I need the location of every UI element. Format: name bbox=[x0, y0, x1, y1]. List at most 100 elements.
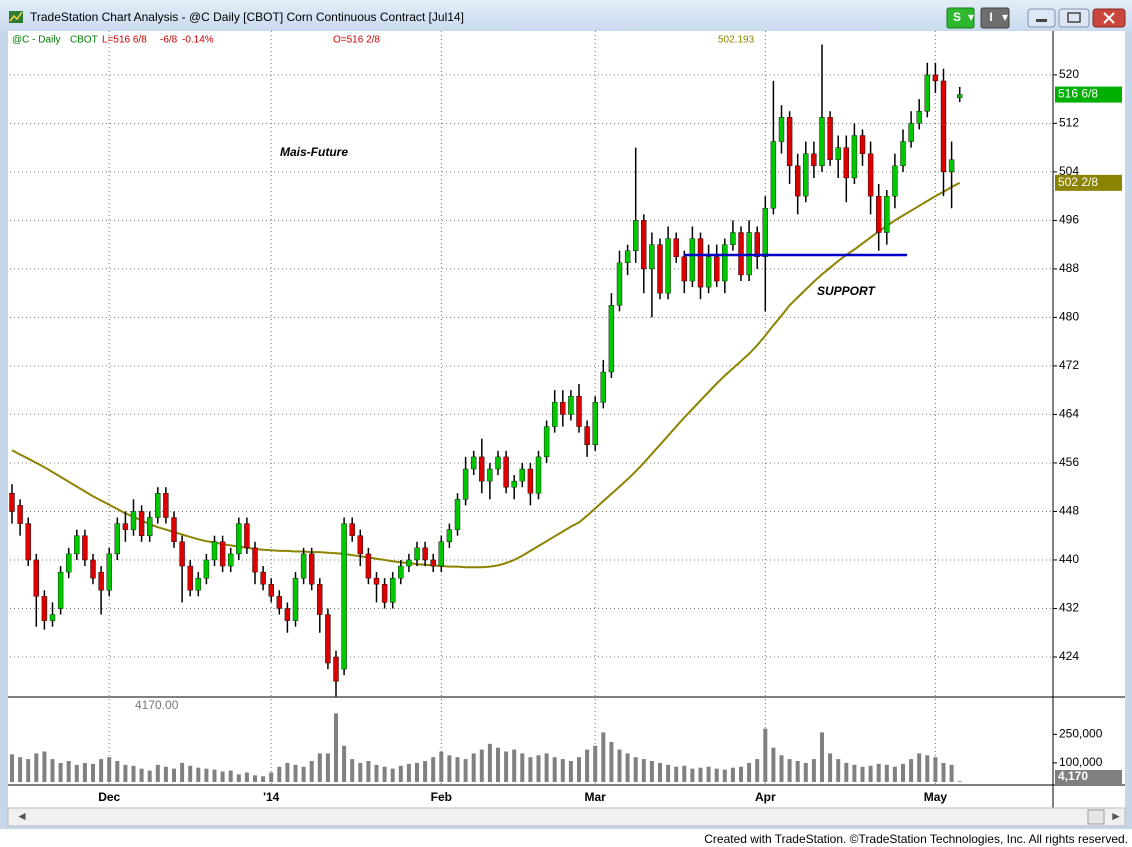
volume-bar bbox=[50, 759, 55, 782]
candle-body bbox=[859, 135, 866, 154]
candle-body bbox=[155, 493, 161, 518]
volume-bar bbox=[390, 768, 395, 782]
scroll-right[interactable]: ► bbox=[1110, 809, 1122, 823]
candle-body bbox=[373, 577, 380, 585]
x-tick-label: Apr bbox=[755, 790, 776, 804]
annotation: SUPPORT bbox=[817, 284, 876, 298]
y-tick-label: 480 bbox=[1059, 310, 1079, 324]
volume-bar bbox=[917, 753, 922, 782]
candle-body bbox=[114, 523, 121, 555]
scroll-thumb[interactable] bbox=[1087, 809, 1105, 825]
candle-body bbox=[948, 159, 955, 173]
strategy-button-arrow[interactable]: ▾ bbox=[968, 10, 974, 24]
indicator-button-label[interactable]: I bbox=[989, 10, 992, 24]
candle-body bbox=[187, 565, 193, 591]
volume-bar bbox=[334, 713, 338, 782]
volume-bar bbox=[342, 745, 347, 782]
indicator-button-arrow[interactable]: ▾ bbox=[1002, 10, 1008, 24]
volume-annotation: 4170.00 bbox=[135, 698, 179, 712]
candle-body bbox=[673, 238, 679, 257]
title-bar bbox=[0, 0, 1132, 31]
candle-body bbox=[681, 256, 687, 282]
candle-body bbox=[519, 468, 525, 482]
minimize-button[interactable] bbox=[1027, 8, 1056, 28]
candle-body bbox=[762, 208, 768, 257]
moving-average bbox=[11, 181, 961, 569]
volume-bar bbox=[601, 732, 606, 782]
candle-body bbox=[900, 141, 906, 167]
volume-bar bbox=[196, 767, 201, 782]
candle-body bbox=[560, 402, 566, 415]
candle-body bbox=[819, 117, 825, 167]
candle-body bbox=[57, 571, 64, 609]
volume-bar bbox=[228, 770, 233, 782]
volume-bar bbox=[552, 757, 557, 782]
candle-body bbox=[284, 608, 291, 621]
last-price-box bbox=[1055, 86, 1122, 103]
volume-bar bbox=[455, 757, 460, 782]
volume-bar bbox=[795, 761, 800, 782]
candle-body bbox=[414, 547, 420, 561]
x-tick-label: Feb bbox=[431, 790, 452, 804]
volume-bar bbox=[641, 759, 646, 782]
volume-bar bbox=[706, 766, 711, 782]
maximize-button[interactable] bbox=[1058, 8, 1090, 28]
header-percent: -0.14% bbox=[182, 35, 214, 46]
candle-body bbox=[876, 195, 882, 233]
candle-body bbox=[665, 238, 671, 294]
candle-body bbox=[657, 244, 663, 294]
candle-body bbox=[511, 480, 517, 488]
volume-bar bbox=[406, 763, 411, 782]
candle-body bbox=[795, 165, 801, 197]
candle-body bbox=[390, 577, 396, 603]
volume-bar bbox=[26, 759, 31, 782]
window-title: TradeStation Chart Analysis - @C Daily [… bbox=[30, 10, 464, 24]
last-volume-label: 4,170 bbox=[1058, 769, 1088, 783]
volume-bar bbox=[739, 766, 743, 782]
volume-bar bbox=[317, 753, 322, 782]
annotation: Mais-Future bbox=[280, 145, 348, 159]
header-open: O=516 2/8 bbox=[333, 35, 380, 46]
candle-body bbox=[867, 153, 874, 197]
indicator-button[interactable] bbox=[980, 7, 1010, 29]
volume-bar bbox=[309, 761, 314, 782]
volume-bar bbox=[91, 763, 95, 782]
candle-body bbox=[300, 553, 307, 579]
candle-body bbox=[908, 123, 914, 142]
volume-bar bbox=[487, 743, 492, 782]
volume-bar bbox=[666, 764, 671, 782]
candle-body bbox=[835, 147, 841, 160]
scroll-left[interactable]: ◄ bbox=[16, 809, 28, 823]
volume-bar bbox=[568, 761, 573, 782]
candle-body bbox=[697, 238, 704, 288]
chart-area bbox=[8, 31, 1125, 808]
candle-body bbox=[90, 559, 96, 579]
strategy-button[interactable] bbox=[946, 7, 975, 29]
volume-bar bbox=[512, 749, 517, 782]
volume-bar bbox=[350, 759, 355, 782]
volume-bar bbox=[58, 762, 63, 782]
candle-body bbox=[244, 523, 250, 549]
volume-bar bbox=[220, 771, 225, 782]
strategy-button-label[interactable]: S bbox=[953, 10, 961, 24]
y-tick-label: 250,000 bbox=[1059, 726, 1103, 740]
candle-body bbox=[17, 505, 23, 524]
candle-body bbox=[527, 468, 534, 494]
volume-bar bbox=[909, 759, 914, 782]
candle-body bbox=[33, 559, 39, 597]
volume-bar bbox=[325, 753, 330, 782]
candle-body bbox=[236, 523, 242, 555]
volume-bar bbox=[820, 732, 824, 782]
candle-body bbox=[479, 456, 485, 482]
candle-body bbox=[932, 74, 939, 82]
candle-body bbox=[552, 402, 558, 427]
candle-body bbox=[130, 511, 137, 530]
y-tick-label: 448 bbox=[1059, 504, 1079, 518]
volume-bar bbox=[107, 757, 112, 782]
volume-bar bbox=[625, 753, 630, 782]
volume-bar bbox=[730, 767, 735, 782]
scrollbar[interactable] bbox=[7, 807, 1126, 827]
header-last: L=516 6/8 bbox=[102, 35, 147, 46]
header-symbol: @C - Daily bbox=[12, 35, 61, 46]
